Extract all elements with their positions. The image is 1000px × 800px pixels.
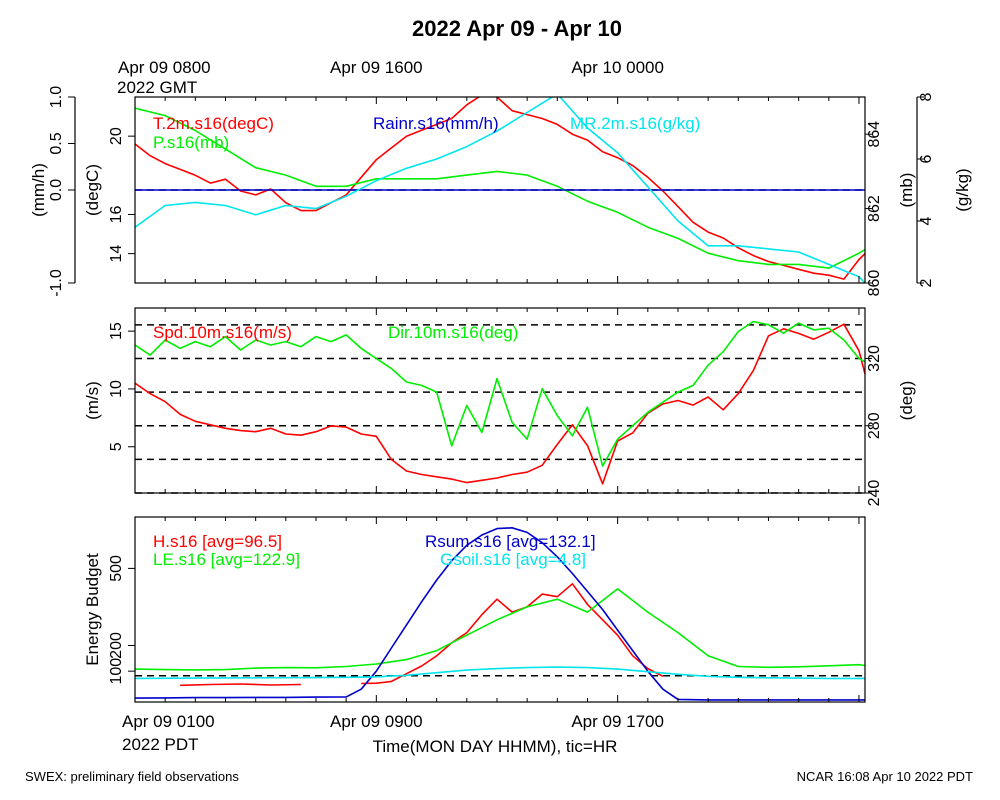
legend-entry: P.s16(mb) xyxy=(153,133,229,152)
bottom-axis-label: Apr 09 0100 xyxy=(122,712,215,731)
tick-label: 320 xyxy=(866,345,883,372)
legend-entry: T.2m.s16(degC) xyxy=(153,114,274,133)
axis-label: (degC) xyxy=(83,164,102,216)
tick-label: 8 xyxy=(918,92,935,101)
tick-label: 15 xyxy=(108,322,125,340)
axis-label: (deg) xyxy=(897,381,916,421)
plot-frame xyxy=(134,307,866,494)
legend-entry: Rainr.s16(mm/h) xyxy=(373,114,499,133)
series-line xyxy=(135,97,865,283)
tick-label: 2 xyxy=(918,278,935,287)
series-line xyxy=(135,97,865,280)
tick-label: 10 xyxy=(108,380,125,398)
tick-label: 1.0 xyxy=(48,86,65,108)
footer-left: SWEX: preliminary field observations xyxy=(25,769,239,784)
axis-label: Energy Budget xyxy=(83,553,102,666)
series-line xyxy=(361,582,664,685)
axis-label: (g/kg) xyxy=(953,168,972,211)
tick-label: 20 xyxy=(108,127,125,145)
legend-entry: LE.s16 [avg=122.9] xyxy=(153,550,300,569)
legend-entry: MR.2m.s16(g/kg) xyxy=(570,114,700,133)
panel-2: 15 10 5 (m/s) 320 280 240 (deg) Spd.10m.s16(m/s)… xyxy=(83,307,916,507)
axis-label: (mm/h) xyxy=(29,163,48,217)
legend-entry: H.s16 [avg=96.5] xyxy=(153,532,282,551)
axis-label: (mb) xyxy=(897,173,916,208)
chart-title: 2022 Apr 09 - Apr 10 xyxy=(412,16,622,41)
bottom-axis-label: 2022 PDT xyxy=(122,735,199,754)
footer-right: NCAR 16:08 Apr 10 2022 PDT xyxy=(797,769,973,784)
tick-label: 862 xyxy=(866,195,883,222)
tick-label: -1.0 xyxy=(48,269,65,297)
chart-panels: 1.00.50.0-1.0(mm/h)201614(degC)864862860… xyxy=(29,86,972,703)
tick-label: 0.5 xyxy=(48,132,65,154)
tick-label: 280 xyxy=(866,412,883,439)
tick-label: 5 xyxy=(108,442,125,451)
series-line xyxy=(135,323,865,485)
bottom-axis-label: Apr 09 1700 xyxy=(571,712,664,731)
series-line xyxy=(135,107,865,269)
top-axis-label: Apr 10 0000 xyxy=(571,58,664,77)
legend-entry: Spd.10m.s16(m/s) xyxy=(153,323,292,342)
tick-label: 240 xyxy=(866,480,883,507)
bottom-axis-labels: Apr 09 0100 2022 PDT Apr 09 0900 Apr 09 170… xyxy=(122,712,664,754)
plot-frame xyxy=(134,516,866,703)
series-line xyxy=(180,683,301,687)
series-line xyxy=(135,320,865,467)
top-axis-label: Apr 09 1600 xyxy=(330,58,423,77)
tick-label: 864 xyxy=(866,121,883,148)
tick-label: 100 xyxy=(108,658,125,685)
bottom-axis-label: Apr 09 0900 xyxy=(330,712,423,731)
legend-entry: Gsoil.s16 [avg=4.8] xyxy=(440,550,586,569)
tick-label: 14 xyxy=(108,245,125,263)
tick-label: 860 xyxy=(866,270,883,297)
tick-label: 500 xyxy=(108,555,125,582)
plot-frame xyxy=(134,96,866,284)
tick-label: 0.0 xyxy=(48,179,65,201)
tick-label: 4 xyxy=(918,216,935,225)
x-axis-label: Time(MON DAY HHMM), tic=HR xyxy=(373,737,618,756)
top-axis-label: 2022 GMT xyxy=(117,78,197,97)
panel-1: 1.00.50.0-1.0(mm/h)201614(degC)864862860… xyxy=(29,86,972,297)
top-axis-label: Apr 09 0800 xyxy=(118,58,211,77)
legend-entry: Rsum.s16 [avg=132.1] xyxy=(425,532,596,551)
axis-label: (m/s) xyxy=(83,381,102,420)
legend-entry: Dir.10m.s16(deg) xyxy=(388,323,518,342)
tick-label: 200 xyxy=(108,632,125,659)
tick-label: 16 xyxy=(108,205,125,223)
series-line xyxy=(135,588,865,671)
tick-label: 6 xyxy=(918,154,935,163)
series-line xyxy=(135,666,865,680)
